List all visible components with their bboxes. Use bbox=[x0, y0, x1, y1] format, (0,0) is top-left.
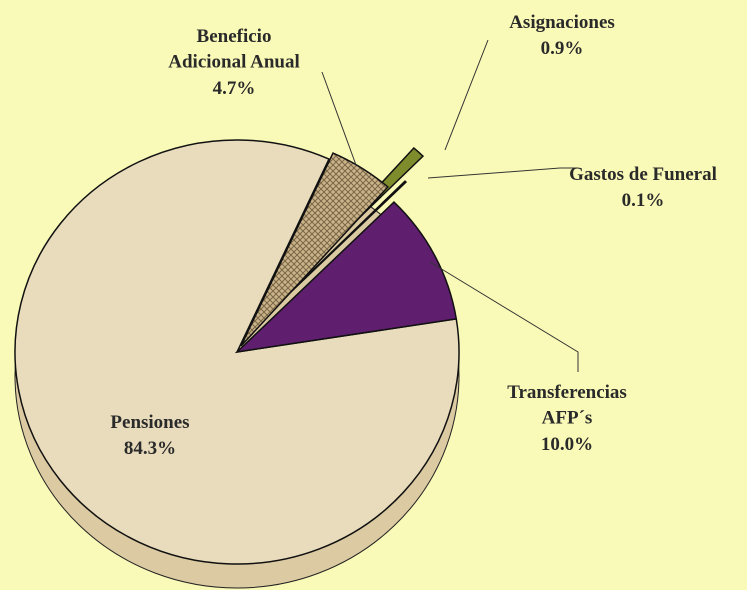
pie-slice bbox=[234, 201, 458, 354]
slice-label: Gastos de Funeral bbox=[569, 164, 717, 185]
leader-line bbox=[429, 261, 579, 372]
slice-value-label: 84.3% bbox=[124, 438, 176, 459]
slice-label: Transferencias AFP´s bbox=[507, 382, 627, 429]
slice-value-label: 0.1% bbox=[622, 190, 665, 211]
slice-label: Asignaciones bbox=[509, 12, 615, 33]
slice-value-label: 4.7% bbox=[213, 78, 256, 99]
leader-line bbox=[427, 167, 578, 179]
pie-slice bbox=[240, 152, 389, 347]
slice-label: Beneficio Adicional Anual bbox=[168, 26, 299, 73]
leader-line bbox=[444, 39, 489, 151]
leader-line bbox=[321, 71, 357, 166]
slice-value-label: 0.9% bbox=[541, 38, 584, 59]
slice-value-label: 10.0% bbox=[541, 434, 593, 455]
slice-label: Pensiones bbox=[110, 412, 189, 433]
